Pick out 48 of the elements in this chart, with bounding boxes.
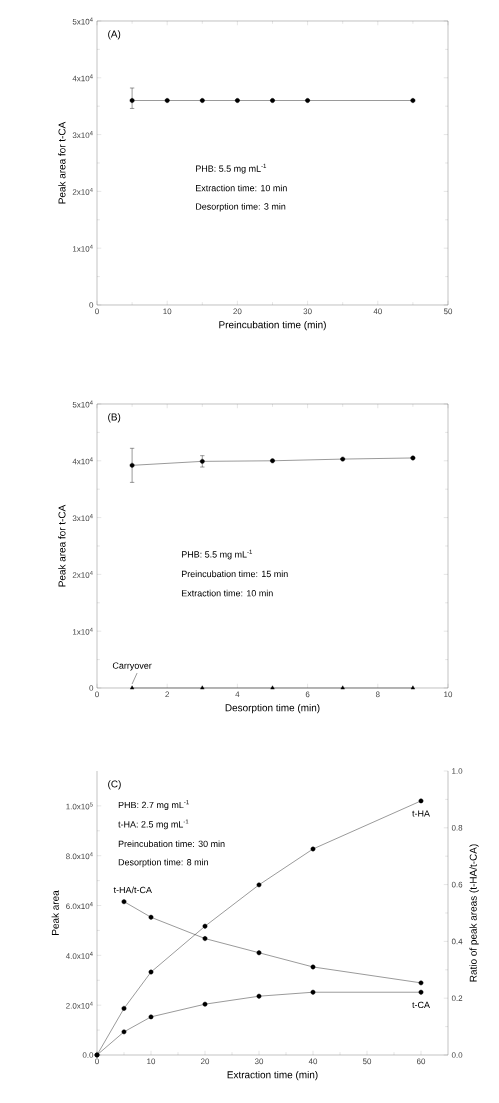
- annotation: PHB: 5.5 mg mL$^{-1}$: [181, 549, 253, 560]
- point: [202, 936, 208, 941]
- annotation: (C): [108, 780, 121, 790]
- annotation: Preincubation time: 30 min: [118, 840, 225, 847]
- point: [148, 914, 154, 920]
- annotation: Carryover: [112, 662, 152, 671]
- point: [410, 685, 415, 690]
- annotation: PHB: 5.5 mg mL$^{-1}$: [196, 163, 267, 174]
- point: [256, 950, 262, 956]
- annotation: Extraction time: 10 min: [196, 184, 287, 192]
- point: [310, 989, 316, 995]
- point: [418, 798, 424, 804]
- point: [148, 1014, 154, 1020]
- point: [256, 882, 262, 888]
- y2-axis-title: Ratio of peak areas (t-HA/t-CA): [469, 844, 479, 982]
- point: [121, 1006, 127, 1011]
- y-axis-title: Peak area: [51, 890, 59, 935]
- point: [418, 989, 424, 995]
- point: [418, 980, 424, 986]
- annotation: PHB: 2.7 mg mL$^{-1}$: [118, 800, 189, 810]
- point: [202, 1001, 208, 1007]
- annotation: Preincubation time: 15 min: [181, 570, 288, 578]
- annotation: t-HA: 2.5 mg mL$^{-1}$: [118, 819, 189, 830]
- point: [256, 993, 262, 999]
- annotation: (A): [108, 30, 121, 40]
- point: [121, 899, 127, 905]
- y-axis-title: Peak area for t-CA: [58, 121, 66, 204]
- series-label: t-CA: [412, 1001, 430, 1009]
- series-label: t-HA/t-CA: [113, 886, 152, 894]
- point: [310, 964, 316, 970]
- annotation: Extraction time: 10 min: [181, 589, 273, 597]
- point: [310, 846, 316, 852]
- series-label: t-HA: [412, 810, 430, 817]
- annotation: Desorption time: 3 min: [196, 203, 286, 212]
- x-axis-title: Preincubation time (min): [219, 320, 326, 331]
- point: [202, 923, 208, 929]
- point: [340, 685, 345, 690]
- annotation: (B): [108, 413, 121, 423]
- point: [121, 1029, 127, 1035]
- annotation: Desorption time: 8 min: [118, 858, 209, 868]
- point: [129, 462, 135, 468]
- point: [200, 685, 205, 690]
- x-axis-title: Extraction time (min): [227, 1071, 318, 1081]
- x-axis-title: Desorption time (min): [225, 704, 320, 714]
- point: [130, 685, 135, 690]
- y-axis-title: Peak area for t-CA: [58, 504, 66, 587]
- point: [148, 969, 154, 975]
- point: [270, 685, 275, 690]
